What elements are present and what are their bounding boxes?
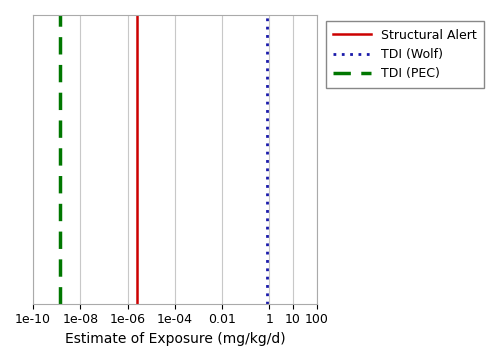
X-axis label: Estimate of Exposure (mg/kg/d): Estimate of Exposure (mg/kg/d): [64, 332, 285, 346]
Legend: Structural Alert, TDI (Wolf), TDI (PEC): Structural Alert, TDI (Wolf), TDI (PEC): [326, 21, 484, 88]
